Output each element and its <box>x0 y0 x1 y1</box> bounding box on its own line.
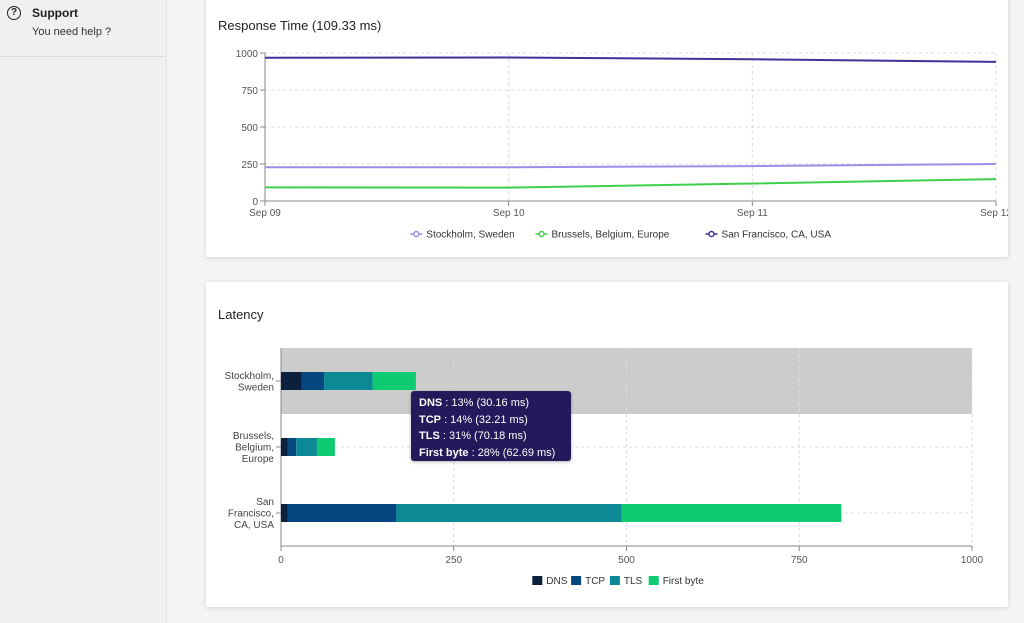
latency-title: Latency <box>218 307 264 322</box>
response-time-title: Response Time (109.33 ms) <box>218 18 382 33</box>
x-tick-label: Sep 10 <box>493 208 525 219</box>
y-tick-label: 750 <box>241 86 258 97</box>
y-tick-label: 1000 <box>236 49 259 60</box>
legend-marker <box>708 230 715 238</box>
response-time-card: Response Time (109.33 ms) 0 250 500 750 1000… <box>206 0 1008 257</box>
support-subtitle: You need help ? <box>32 26 112 38</box>
y-category-label: Europe <box>242 454 275 465</box>
legend-label: San Francisco, CA, USA <box>722 230 832 241</box>
y-category-label: Belgium, <box>235 443 274 454</box>
legend-label: TLS <box>624 576 643 587</box>
y-tick-label: 500 <box>241 123 258 134</box>
y-category-label: Sweden <box>238 382 274 393</box>
x-tick-label: 1000 <box>961 555 984 566</box>
x-tick-label: 750 <box>791 555 808 566</box>
series-line-2 <box>264 56 997 63</box>
legend-label: TCP <box>585 576 605 587</box>
legend-marker <box>413 230 420 238</box>
legend-label: First byte <box>663 576 705 587</box>
support-link[interactable]: ? Support You need help ? <box>0 0 166 57</box>
tooltip-row-tcp: TCP : 14% (32.21 ms) <box>419 413 528 426</box>
x-tick-label: 500 <box>618 555 635 566</box>
question-circle-icon: ? <box>7 6 21 20</box>
bar-segment-dns <box>281 438 288 456</box>
latency-tooltip: DNS : 13% (30.16 ms) TCP : 14% (32.21 ms… <box>411 391 571 461</box>
bar-segment-first-byte <box>621 504 842 522</box>
legend-swatch <box>648 576 659 585</box>
tooltip-row-tls: TLS : 31% (70.18 ms) <box>419 430 527 442</box>
bar-segment-tls <box>296 438 317 456</box>
legend-swatch <box>609 576 620 585</box>
y-category-label: CA, USA <box>234 520 274 531</box>
x-tick-label: 250 <box>445 555 462 566</box>
series-line-1 <box>264 178 997 189</box>
bar-segment-tls <box>324 372 373 390</box>
legend-label: DNS <box>546 576 567 587</box>
y-tick-label: 250 <box>241 160 258 171</box>
latency-chart: 0 250 500 750 1000 Stockholm,Sweden Brussels,B… <box>225 348 984 587</box>
response-time-chart: 0 250 500 750 1000 Sep 09 Sep 10 Sep 11 Sep 12 St… <box>236 49 1008 241</box>
legend-swatch <box>571 576 582 585</box>
x-tick-label: Sep 12 <box>980 208 1008 219</box>
tooltip-row-first-byte: First byte : 28% (62.69 ms) <box>419 446 556 459</box>
legend-marker <box>538 230 545 238</box>
bar-segment-dns <box>281 372 302 390</box>
sidebar: ? Support You need help ? <box>0 0 167 623</box>
y-category-label: Stockholm, <box>225 371 274 382</box>
bar-segment-tcp <box>287 438 297 456</box>
x-tick-label: Sep 09 <box>249 208 281 219</box>
bar-segment-dns <box>281 504 288 522</box>
x-tick-label: 0 <box>278 555 284 566</box>
y-category-label: Brussels, <box>233 431 274 442</box>
y-tick-label: 0 <box>252 197 258 208</box>
latency-card: Latency 0 250 500 750 1000 Stockholm, Sweden Br… <box>206 282 1008 607</box>
bar-segment-first-byte <box>372 372 416 390</box>
bar-segment-tcp <box>287 504 397 522</box>
tooltip-row-dns: DNS : 13% (30.16 ms) <box>419 397 530 409</box>
series-line-0 <box>265 163 997 169</box>
bar-segment-tls <box>396 504 622 522</box>
y-category-label: San <box>256 497 274 508</box>
y-category-label: Francisco, <box>228 509 274 520</box>
x-tick-label: Sep 11 <box>737 208 768 219</box>
support-title: Support <box>32 6 78 20</box>
bar-segment-first-byte <box>316 438 335 456</box>
legend-swatch <box>532 576 543 585</box>
legend-label: Brussels, Belgium, Europe <box>552 230 670 241</box>
legend-label: Stockholm, Sweden <box>426 230 514 241</box>
bar-segment-tcp <box>301 372 325 390</box>
